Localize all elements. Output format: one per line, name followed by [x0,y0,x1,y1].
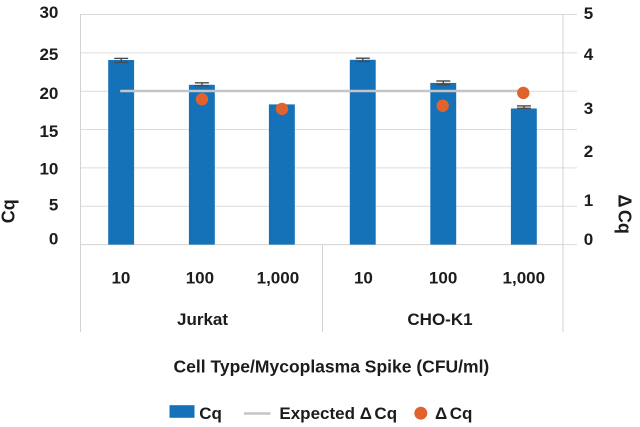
svg-text:100: 100 [186,269,214,288]
svg-text:30: 30 [39,3,58,22]
svg-text:Cq: Cq [199,404,222,423]
svg-text:10: 10 [111,269,130,288]
svg-text:2: 2 [584,142,593,161]
svg-text:3: 3 [584,99,593,118]
svg-text:20: 20 [39,84,58,103]
svg-text:0: 0 [584,230,593,249]
svg-text:5: 5 [49,196,58,215]
svg-text:10: 10 [39,159,58,178]
svg-text:100: 100 [429,269,457,288]
svg-text:1,000: 1,000 [503,269,546,288]
svg-text:ΔCq: ΔCq [615,194,635,233]
svg-text:1: 1 [584,191,593,210]
svg-text:1,000: 1,000 [257,269,300,288]
svg-text:Expected ΔCq: Expected Δ Cq [279,404,397,423]
svg-text:5: 5 [584,4,593,23]
svg-text:Cq: Cq [0,199,19,223]
svg-text:0: 0 [49,230,58,249]
svg-text:10: 10 [354,269,373,288]
svg-text:ΔCq: ΔCq [435,404,472,423]
svg-text:15: 15 [39,122,58,141]
svg-text:CHO-K1: CHO-K1 [407,310,472,329]
svg-text:Cell Type/Mycoplasma Spike (CF: Cell Type/Mycoplasma Spike (CFU/ml) [174,356,490,376]
svg-text:25: 25 [39,45,58,64]
svg-text:4: 4 [584,45,594,64]
svg-text:Jurkat: Jurkat [177,310,228,329]
